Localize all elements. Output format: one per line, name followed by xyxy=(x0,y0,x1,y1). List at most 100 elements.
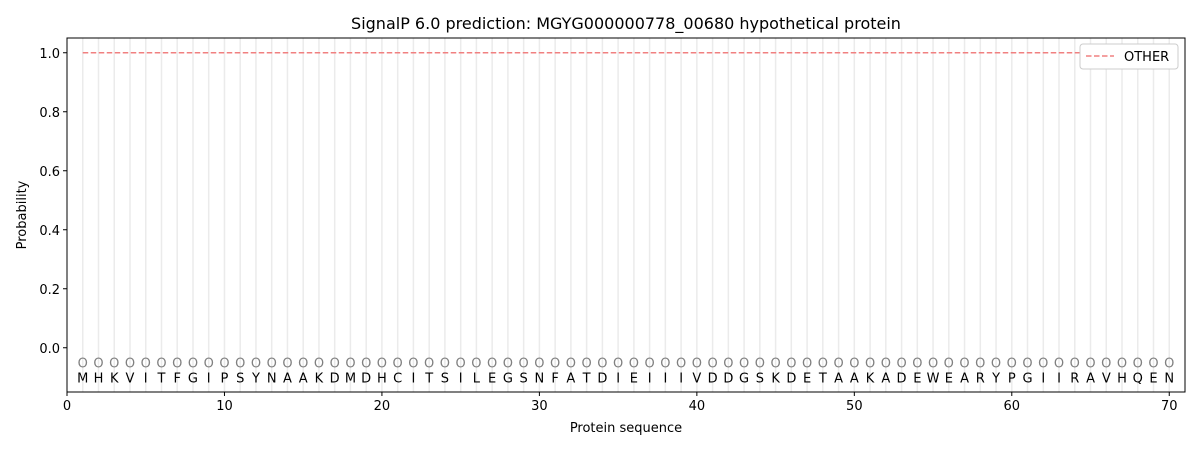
residue-letter: A xyxy=(1086,371,1095,386)
residue-prediction-label: O xyxy=(991,357,1001,372)
residue-prediction-label: O xyxy=(1038,357,1048,372)
residue-prediction-label: O xyxy=(93,357,103,372)
residue-prediction-label: O xyxy=(1133,357,1143,372)
plot-frame xyxy=(66,37,1186,393)
residue-prediction-label: O xyxy=(1054,357,1064,372)
y-tick-label: 0.8 xyxy=(39,106,60,121)
residue-prediction-label: O xyxy=(456,357,466,372)
x-tick-label: 20 xyxy=(374,399,391,414)
chart-title: SignalP 6.0 prediction: MGYG000000778_00… xyxy=(351,14,901,34)
residue-prediction-label: O xyxy=(865,357,875,372)
y-tick-label: 0.6 xyxy=(39,165,60,180)
residue-prediction-label: O xyxy=(692,357,702,372)
residue-letter: D xyxy=(330,371,340,386)
residue-prediction-label: O xyxy=(393,357,403,372)
residue-letter: D xyxy=(897,371,907,386)
residue-letter: S xyxy=(520,371,528,386)
residue-letter: E xyxy=(945,371,953,386)
residue-letter: H xyxy=(1117,371,1127,386)
residue-letter: Q xyxy=(1133,371,1143,386)
residue-prediction-label: O xyxy=(534,357,544,372)
residue-prediction-label: O xyxy=(739,357,749,372)
residue-letter: T xyxy=(818,371,827,386)
residue-letter: H xyxy=(377,371,387,386)
residue-letter: I xyxy=(207,371,211,386)
residue-prediction-label: O xyxy=(1164,357,1174,372)
residue-letter: N xyxy=(535,371,545,386)
residue-prediction-label: O xyxy=(676,357,686,372)
residue-letter: L xyxy=(473,371,481,386)
residue-letter: A xyxy=(566,371,575,386)
residue-prediction-label: O xyxy=(707,357,717,372)
residue-letter: A xyxy=(299,371,308,386)
residue-prediction-label: O xyxy=(471,357,481,372)
residue-letter: I xyxy=(412,371,416,386)
residue-prediction-label: O xyxy=(944,357,954,372)
residue-letter: K xyxy=(771,371,780,386)
residue-prediction-label: O xyxy=(503,357,513,372)
residue-prediction-label: O xyxy=(660,357,670,372)
residue-letter: G xyxy=(503,371,513,386)
residue-prediction-label: O xyxy=(235,357,245,372)
residue-prediction-label: O xyxy=(188,357,198,372)
residue-letter: W xyxy=(927,371,940,386)
residue-letter: I xyxy=(144,371,148,386)
residue-letter: F xyxy=(551,371,558,386)
x-tick-label: 0 xyxy=(63,399,71,414)
residue-prediction-label: O xyxy=(849,357,859,372)
residue-letter: S xyxy=(236,371,244,386)
x-tick-label: 50 xyxy=(846,399,863,414)
residue-prediction-label: O xyxy=(833,357,843,372)
residue-prediction-label: O xyxy=(519,357,529,372)
residue-prediction-label: O xyxy=(298,357,308,372)
residue-letter: E xyxy=(1149,371,1157,386)
residue-letter: M xyxy=(77,371,88,386)
residue-prediction-label: O xyxy=(550,357,560,372)
residue-prediction-label: O xyxy=(156,357,166,372)
residue-letter: A xyxy=(850,371,859,386)
residue-prediction-label: O xyxy=(1085,357,1095,372)
residue-prediction-label: O xyxy=(424,357,434,372)
residue-letter: G xyxy=(188,371,198,386)
residue-letter: N xyxy=(1164,371,1174,386)
residue-letter: T xyxy=(157,371,166,386)
residue-prediction-label: O xyxy=(1022,357,1032,372)
y-tick-label: 0.2 xyxy=(39,283,60,298)
y-axis-label: Probability xyxy=(15,180,30,249)
residue-prediction-label: O xyxy=(282,357,292,372)
residue-letter: F xyxy=(173,371,180,386)
residue-letter: I xyxy=(459,371,463,386)
residue-prediction-label: O xyxy=(770,357,780,372)
residue-prediction-label: O xyxy=(487,357,497,372)
residue-prediction-label: O xyxy=(219,357,229,372)
x-tick-label: 60 xyxy=(1004,399,1021,414)
residue-prediction-label: O xyxy=(755,357,765,372)
residue-letter: D xyxy=(786,371,796,386)
residue-letter: S xyxy=(756,371,764,386)
residue-prediction-label: O xyxy=(440,357,450,372)
residue-prediction-label: O xyxy=(408,357,418,372)
residue-prediction-label: O xyxy=(566,357,576,372)
residue-prediction-label: O xyxy=(78,357,88,372)
residue-prediction-label: O xyxy=(330,357,340,372)
residue-letter: D xyxy=(361,371,371,386)
x-tick-label: 10 xyxy=(216,399,233,414)
residue-letter: G xyxy=(1022,371,1032,386)
residue-letter: Y xyxy=(251,371,260,386)
residue-letter: M xyxy=(345,371,356,386)
x-tick-label: 40 xyxy=(689,399,706,414)
residue-prediction-label: O xyxy=(251,357,261,372)
residue-prediction-label: O xyxy=(959,357,969,372)
residue-prediction-label: O xyxy=(912,357,922,372)
residue-letter: V xyxy=(1102,371,1111,386)
residue-letter: A xyxy=(834,371,843,386)
x-axis-label: Protein sequence xyxy=(570,421,682,436)
residue-letter: A xyxy=(283,371,292,386)
y-tick-label: 0.4 xyxy=(39,224,60,239)
residue-prediction-label: O xyxy=(377,357,387,372)
residue-prediction-label: O xyxy=(786,357,796,372)
residue-prediction-label: O xyxy=(928,357,938,372)
residue-letter: T xyxy=(424,371,433,386)
residue-letter: I xyxy=(1057,371,1061,386)
